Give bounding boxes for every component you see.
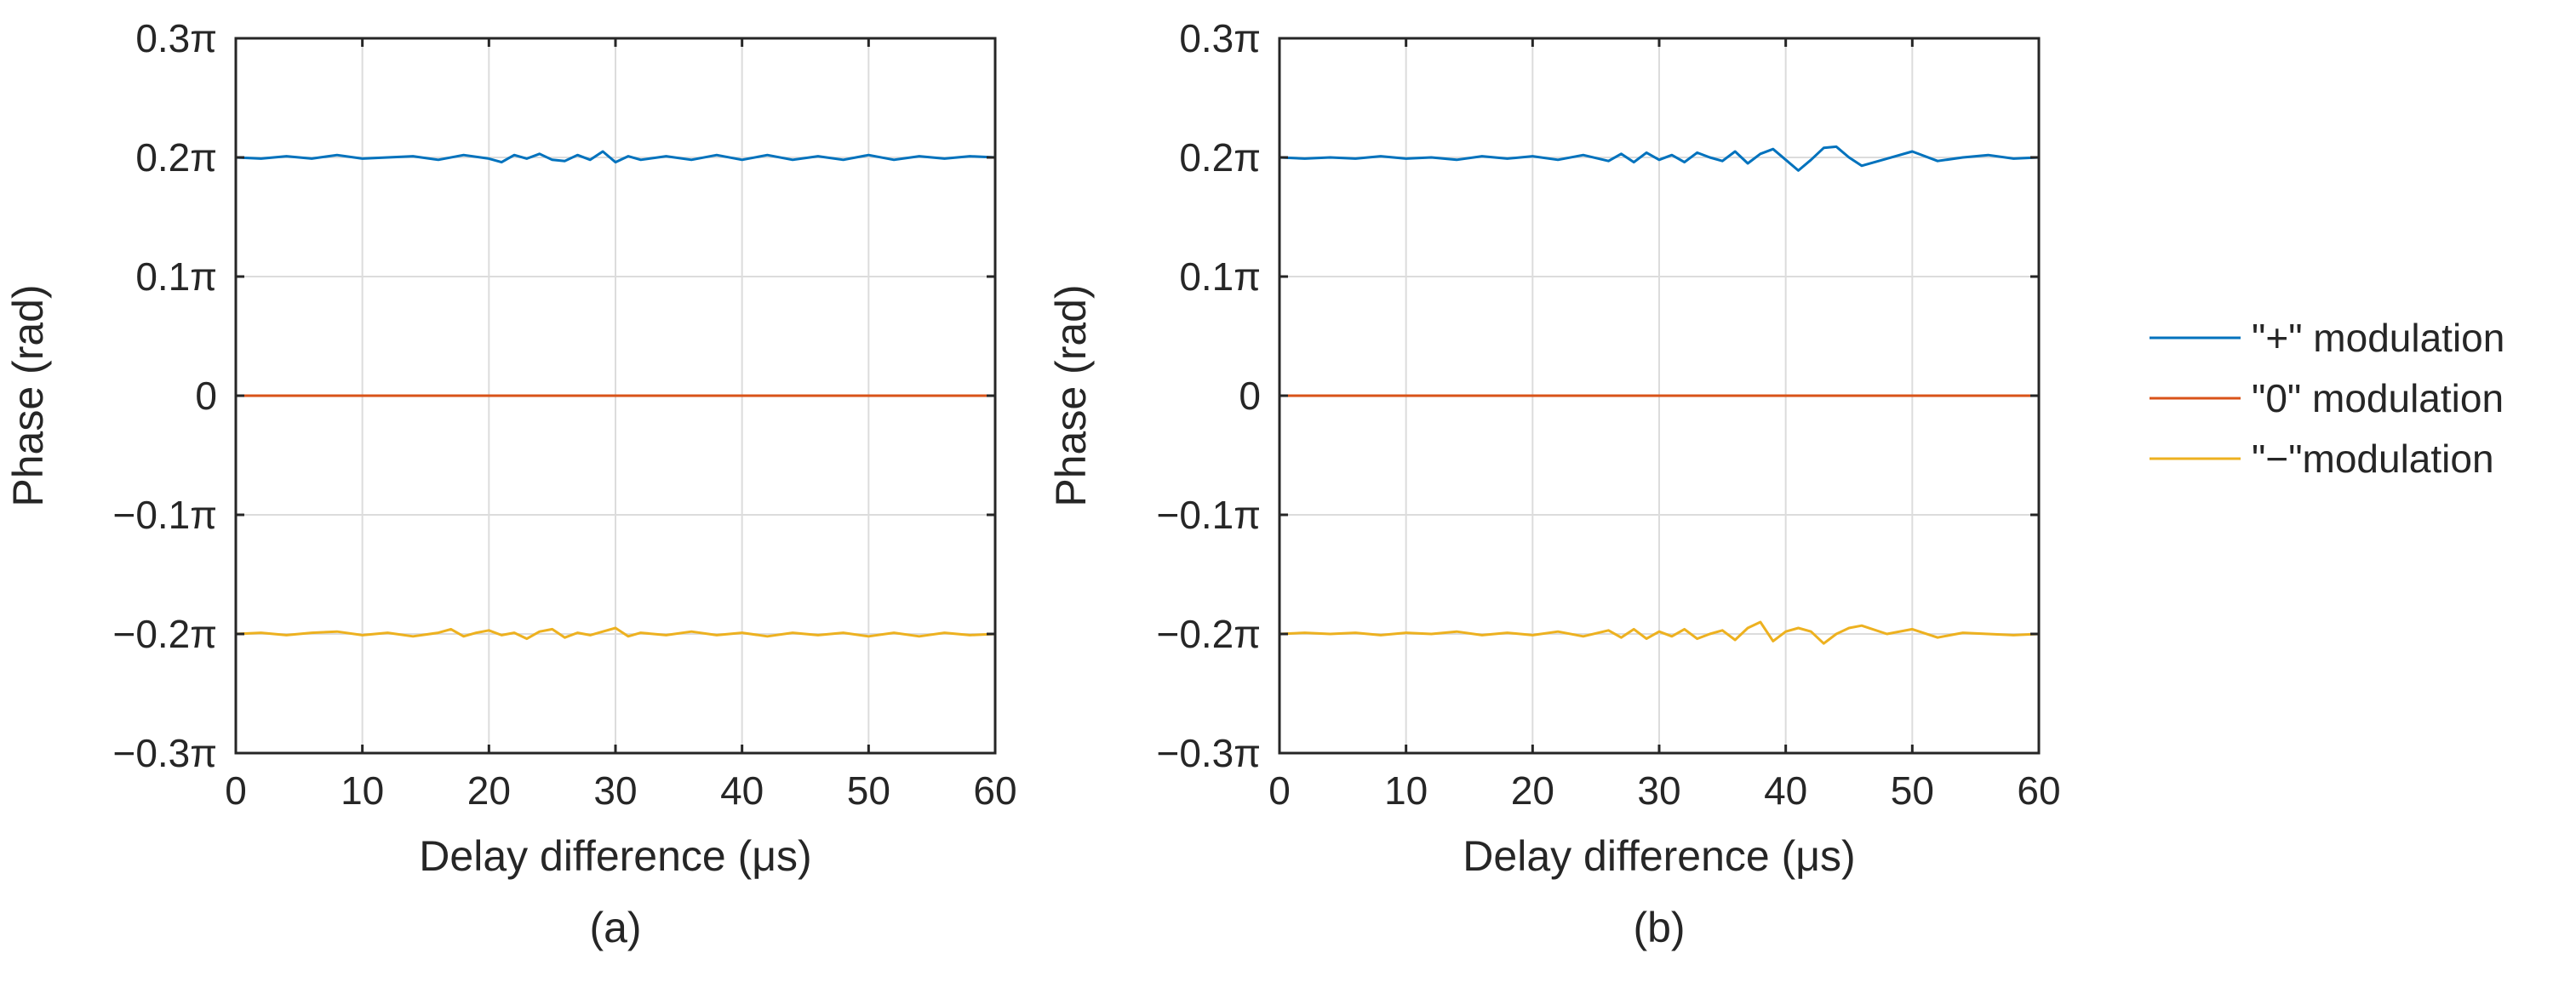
x-tick-label: 30	[1637, 768, 1680, 813]
x-tick-label: 50	[1891, 768, 1934, 813]
series-line-minus	[1279, 620, 2040, 645]
x-tick-label: 60	[973, 768, 1016, 813]
x-tick-label: 40	[1764, 768, 1807, 813]
y-tick-label: 0.3π	[1179, 16, 1261, 60]
legend: "+" modulation "0" modulation "−"modulat…	[2150, 316, 2504, 481]
y-tick-label: 0.3π	[135, 16, 217, 60]
panel-a: 0 10 20 30 40 50 60 0.3π 0.2π 0.1π 0 −0.1π −0.2π −0.3…	[4, 16, 1017, 951]
y-axis-label: Phase (rad)	[1047, 284, 1095, 506]
panel-caption: (a)	[589, 904, 641, 951]
x-tick-label: 10	[341, 768, 384, 813]
x-tick-label: 10	[1384, 768, 1428, 813]
series-line-plus	[1279, 145, 2040, 172]
y-axis-label: Phase (rad)	[4, 284, 52, 506]
x-tick-label: 60	[2017, 768, 2060, 813]
x-tick-label: 0	[1268, 768, 1291, 813]
x-tick-label: 20	[1511, 768, 1554, 813]
y-tick-label: −0.3π	[112, 731, 217, 775]
y-tick-label: −0.1π	[1156, 493, 1261, 537]
panel-caption: (b)	[1633, 904, 1685, 951]
y-tick-label: 0.1π	[135, 254, 217, 299]
y-tick-label: 0	[1239, 374, 1261, 418]
series-line-minus	[235, 626, 996, 641]
y-tick-label: 0.2π	[1179, 135, 1261, 180]
x-tick-label: 50	[847, 768, 890, 813]
x-tick-label: 20	[467, 768, 511, 813]
x-tick-label: 30	[593, 768, 637, 813]
x-axis-label: Delay difference (μs)	[419, 832, 811, 880]
y-tick-label: −0.2π	[112, 612, 217, 656]
x-tick-label: 0	[225, 768, 247, 813]
y-tick-label: −0.1π	[112, 493, 217, 537]
y-tick-label: 0.1π	[1179, 254, 1261, 299]
y-tick-label: 0.2π	[135, 135, 217, 180]
legend-label-plus: "+" modulation	[2252, 316, 2504, 360]
x-axis-label: Delay difference (μs)	[1463, 832, 1855, 880]
y-tick-label: −0.2π	[1156, 612, 1261, 656]
series-line-plus	[235, 150, 996, 164]
y-tick-label: 0	[195, 374, 217, 418]
y-tick-label: −0.3π	[1156, 731, 1261, 775]
x-tick-label: 40	[720, 768, 764, 813]
legend-label-zero: "0" modulation	[2252, 376, 2504, 420]
legend-label-minus: "−"modulation	[2252, 437, 2494, 481]
panel-b: 0 10 20 30 40 50 60 0.3π 0.2π 0.1π 0 −0.1π −0.2π −0.3…	[1047, 16, 2061, 951]
